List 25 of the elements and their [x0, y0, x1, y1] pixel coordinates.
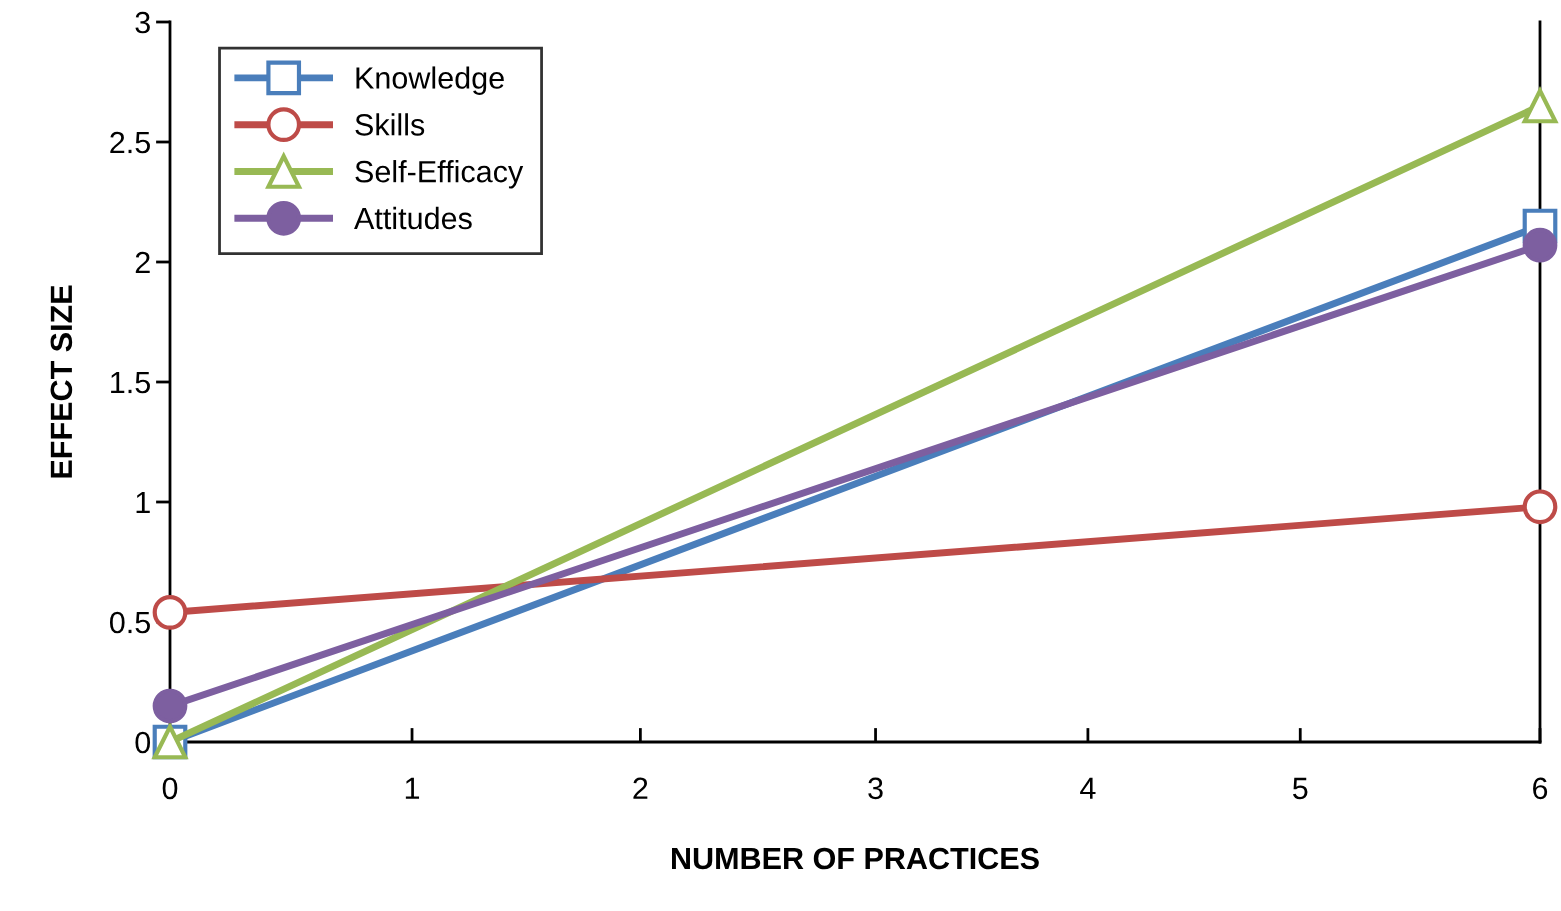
point [1522, 489, 1558, 525]
legend-label: Skills [355, 113, 425, 136]
y-tick-label: 0 [135, 731, 151, 754]
point [1522, 227, 1558, 263]
x-axis-title: NUMBER OF PRACTICES [672, 847, 1039, 870]
y-tick-label: 1.5 [111, 372, 150, 394]
x-tick-label: 5 [1292, 777, 1308, 800]
y-tick-label: 2.5 [110, 131, 150, 154]
y-tick-label: 3 [135, 11, 150, 34]
x-tick-label: 4 [1080, 777, 1096, 799]
point [1521, 86, 1559, 124]
y-tick-label: 2 [135, 251, 150, 274]
point [152, 688, 188, 724]
x-tick-label: 1 [405, 777, 420, 799]
y-axis-title: EFFECT SIZE [50, 285, 73, 478]
point [152, 595, 188, 630]
x-tick-label: 6 [1533, 777, 1548, 800]
x-tick-label: 2 [633, 777, 648, 799]
legend-label: Attitudes [354, 206, 472, 230]
x-tick-label: 3 [868, 777, 883, 800]
y-tick-label: 0.5 [109, 611, 150, 634]
legend-label: Knowledge [356, 66, 504, 95]
y-tick-label: 1 [136, 492, 150, 514]
legend-label: Self-Efficacy [355, 160, 524, 189]
x-tick-label: 0 [162, 777, 178, 800]
